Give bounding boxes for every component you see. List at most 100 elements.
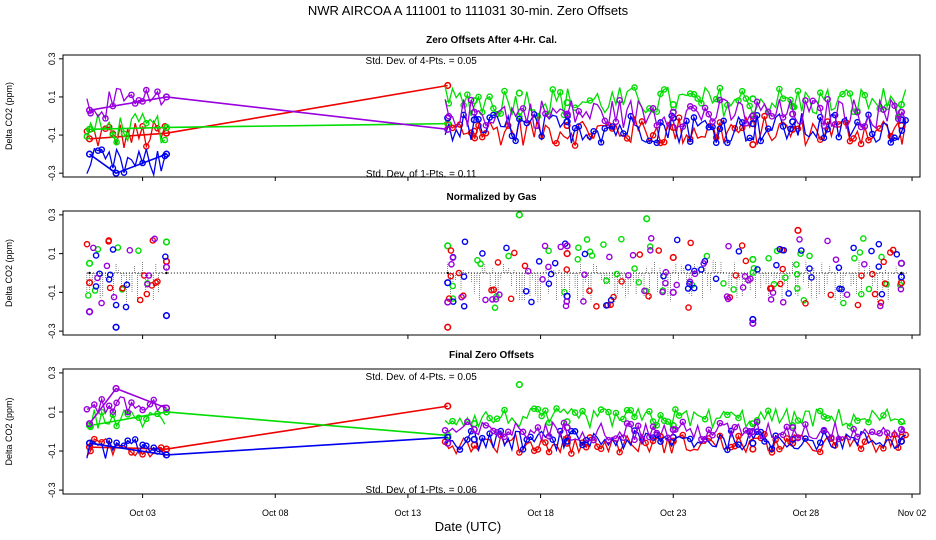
series-point-green [515,89,523,97]
series-point-blue [868,247,875,255]
series-point-green [109,131,117,139]
series-point-green [764,407,772,415]
series-point-green [797,250,804,257]
series-point-blue [768,445,776,453]
series-point-blue [891,134,898,142]
series-point-red [444,323,452,331]
series-point-blue [92,252,100,259]
series-point-red [869,270,876,278]
series-point-blue [123,281,131,289]
series-point-blue [85,150,94,158]
series-point-red [685,304,692,311]
x-tick-label: Oct 23 [660,508,687,518]
series-point-green [860,235,867,242]
series-point-green [505,252,512,260]
series-point-purple [162,263,171,271]
series-point-red [732,272,740,279]
series-point-blue [563,437,571,445]
series-point-red [636,251,644,258]
series-point-green [161,136,169,144]
series-point-green [162,123,171,132]
series-point-blue [475,116,482,123]
series-point-purple [542,110,549,118]
y-tick-label: 0.1 [47,406,57,419]
series-noise-blue [86,438,166,459]
series-point-purple [492,296,500,303]
series-point-red [85,279,94,287]
series-point-red [530,447,538,455]
series-point-blue [162,150,171,158]
series-point-purple [103,262,111,270]
series-point-blue [545,280,553,287]
series-point-blue [85,439,94,447]
series-point-blue [690,284,698,292]
series-point-purple [464,418,471,426]
series-point-blue [684,285,692,292]
series-point-purple [731,423,739,431]
series-point-blue [607,296,615,304]
x-tick-label: Oct 18 [527,508,554,518]
series-point-green [449,295,457,302]
series-point-purple [605,436,612,444]
series-point-red [877,299,885,306]
series-point-red [494,259,502,266]
series-point-purple [145,272,153,279]
series-point-black [446,271,449,275]
series-point-green [694,95,701,102]
series-point-green [794,285,801,292]
series-point-purple [749,112,757,120]
series-point-red [850,135,857,142]
series-point-blue [712,275,720,283]
series-point-green [669,100,677,109]
series-point-purple [768,113,776,120]
series-point-purple [110,293,118,301]
series-point-green [613,270,621,278]
series-point-blue [522,287,530,295]
series-point-purple [90,244,97,252]
series-line-green [89,411,448,437]
series-point-green [515,211,523,219]
series-point-purple [143,86,150,94]
series-point-purple [705,426,713,434]
series-point-green [794,417,802,424]
series-point-purple [448,260,455,268]
series-point-red [716,432,724,440]
series-point-purple [700,260,708,267]
series-point-green [749,255,757,264]
series-point-purple [144,280,151,288]
series-point-red [593,303,600,310]
series-point-green [575,244,582,251]
series-point-red [470,127,478,135]
series-point-red [880,258,888,266]
series-point-purple [98,299,105,307]
y-axis-label: Delta CO2 (ppm) [4,397,14,465]
series-point-green [675,412,683,419]
y-tick-label: -0.3 [47,323,57,339]
series-point-purple [490,427,497,435]
series-point-purple [709,118,716,125]
series-point-purple [563,423,571,432]
series-point-green [603,277,610,284]
series-point-blue [162,312,171,320]
series-point-green [851,254,858,262]
series-point-green [477,260,484,268]
series-point-green [646,105,653,112]
series-point-green [143,415,150,423]
series-point-green [738,87,746,95]
series-point-green [793,261,800,268]
series-noise-purple [444,98,907,130]
series-point-red [597,445,605,453]
series-point-green [491,304,499,311]
series-point-green [563,99,571,107]
series-point-red [478,133,486,141]
series-point-red [563,250,571,258]
series-point-blue [456,446,464,453]
series-point-purple [83,405,91,413]
series-point-red [455,269,463,277]
series-point-blue [779,123,787,130]
series-point-blue [460,302,468,310]
series-point-green [854,417,861,425]
series-point-green [162,238,171,246]
series-point-blue [461,238,469,246]
series-point-purple [449,254,457,261]
